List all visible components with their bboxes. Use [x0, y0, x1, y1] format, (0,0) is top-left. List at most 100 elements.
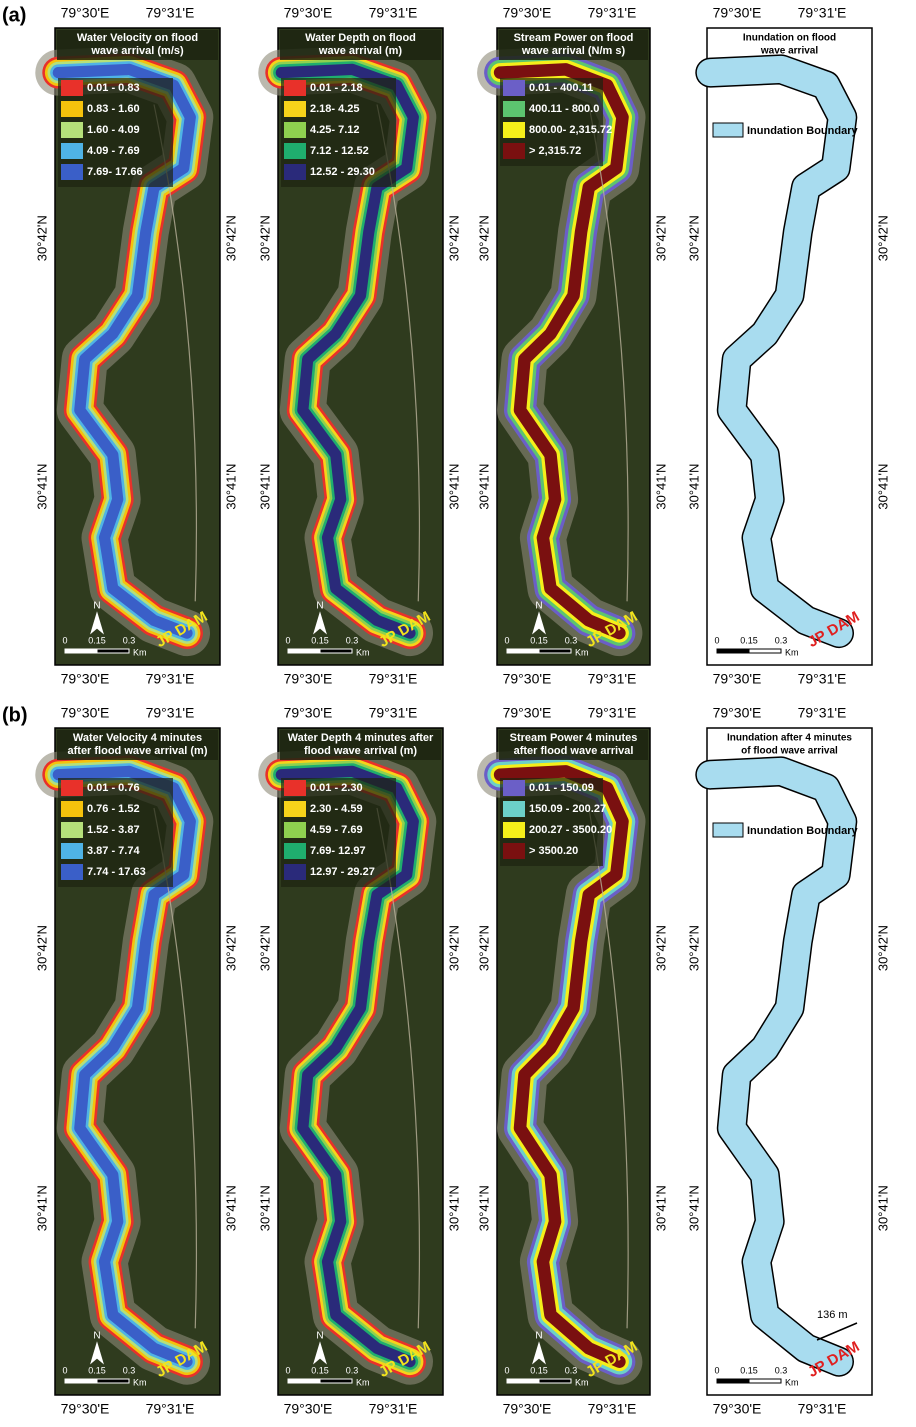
lat-label-right: 30°42'N	[223, 215, 238, 261]
north-label: N	[535, 1331, 542, 1342]
scale-label: 0	[62, 635, 67, 645]
scale-label: 0.15	[88, 635, 106, 645]
legend-label: 2.18- 4.25	[310, 103, 360, 115]
lat-label-right: 30°42'N	[446, 925, 461, 971]
scale-label: 0.3	[346, 1365, 359, 1375]
legend-swatch	[61, 780, 83, 796]
legend-label: 4.59 - 7.69	[310, 824, 363, 836]
legend-label: Inundation Boundary	[747, 825, 858, 837]
scale-label: 0.15	[311, 635, 329, 645]
lat-label-left: 30°42'N	[686, 215, 701, 261]
lat-label-left: 30°41'N	[476, 1185, 491, 1231]
legend-swatch	[61, 864, 83, 880]
lon-label-top: 79°30'E	[284, 705, 333, 721]
map-panel: Inundation after 4 minutesof flood wave …	[686, 705, 890, 1417]
lon-label-bottom: 79°30'E	[284, 1401, 333, 1417]
map-panel: Water Depth on floodwave arrival (m)0.01…	[257, 5, 461, 687]
legend-swatch	[713, 823, 743, 837]
scale-bar	[288, 649, 320, 653]
legend-label: 1.52 - 3.87	[87, 824, 140, 836]
scale-label: 0.15	[530, 1365, 548, 1375]
lon-label-bottom: 79°31'E	[369, 671, 418, 687]
lat-label-left: 30°42'N	[476, 215, 491, 261]
panel-title: after flood wave arrival	[514, 745, 634, 757]
lat-label-right: 30°41'N	[223, 464, 238, 510]
lat-label-right: 30°41'N	[223, 1185, 238, 1231]
legend-label: 200.27 - 3500.20	[529, 824, 612, 836]
scale-unit: Km	[785, 1377, 799, 1387]
legend-swatch	[61, 801, 83, 817]
lat-label-right: 30°42'N	[875, 925, 890, 971]
scale-label: 0	[62, 1365, 67, 1375]
lon-label-top: 79°31'E	[369, 5, 418, 21]
legend-label: 2.30 - 4.59	[310, 803, 363, 815]
legend-swatch	[503, 822, 525, 838]
lat-label-left: 30°42'N	[257, 215, 272, 261]
scale-bar	[539, 649, 571, 653]
panel-label: (b)	[2, 704, 28, 726]
scale-label: 0	[504, 1365, 509, 1375]
scale-label: 0.15	[740, 635, 758, 645]
panel-title: wave arrival (m)	[318, 45, 402, 57]
scale-label: 0.3	[775, 635, 788, 645]
legend-label: 12.52 - 29.30	[310, 166, 375, 178]
lon-label-bottom: 79°30'E	[713, 1401, 762, 1417]
legend-swatch	[503, 143, 525, 159]
legend-swatch	[61, 164, 83, 180]
lat-label-left: 30°42'N	[34, 925, 49, 971]
legend-swatch	[61, 80, 83, 96]
lat-label-right: 30°42'N	[446, 215, 461, 261]
scale-label: 0.15	[311, 1365, 329, 1375]
scale-label: 0.3	[775, 1365, 788, 1375]
lat-label-right: 30°41'N	[875, 464, 890, 510]
north-label: N	[93, 601, 100, 612]
scale-bar	[539, 1379, 571, 1383]
lon-label-top: 79°31'E	[798, 5, 847, 21]
legend-swatch	[284, 864, 306, 880]
legend-swatch	[61, 101, 83, 117]
scale-unit: Km	[356, 1377, 370, 1387]
legend-swatch	[503, 80, 525, 96]
panel-title: flood wave arrival (m)	[304, 745, 417, 757]
north-label: N	[316, 601, 323, 612]
legend-swatch	[503, 843, 525, 859]
scale-label: 0.15	[88, 1365, 106, 1375]
lat-label-right: 30°42'N	[653, 215, 668, 261]
legend-swatch	[61, 143, 83, 159]
scale-unit: Km	[356, 647, 370, 657]
scale-label: 0.3	[565, 635, 578, 645]
lon-label-bottom: 79°30'E	[713, 671, 762, 687]
legend-label: 7.12 - 12.52	[310, 145, 369, 157]
scale-label: 0.15	[530, 635, 548, 645]
lat-label-left: 30°42'N	[476, 925, 491, 971]
scale-unit: Km	[785, 647, 799, 657]
lon-label-bottom: 79°30'E	[61, 671, 110, 687]
lon-label-bottom: 79°31'E	[588, 1401, 637, 1417]
lon-label-top: 79°30'E	[503, 5, 552, 21]
panel-title: Inundation on flood	[743, 33, 836, 44]
panel-title: Inundation after 4 minutes	[727, 733, 852, 744]
legend-label: 0.01 - 2.30	[310, 782, 363, 794]
scale-bar	[717, 649, 749, 653]
lat-label-left: 30°41'N	[476, 464, 491, 510]
panel-title: wave arrival (N/m s)	[521, 45, 626, 57]
legend-label: 0.01 - 0.83	[87, 82, 140, 94]
page: (a)Water Velocity on floodwave arrival (…	[0, 0, 916, 1422]
lon-label-top: 79°30'E	[713, 705, 762, 721]
lat-label-right: 30°41'N	[653, 1185, 668, 1231]
scale-bar	[749, 1379, 781, 1383]
legend-label: > 3500.20	[529, 845, 578, 857]
lon-label-bottom: 79°30'E	[61, 1401, 110, 1417]
scale-bar	[749, 649, 781, 653]
scale-bar	[320, 1379, 352, 1383]
scale-bar	[320, 649, 352, 653]
legend-label: 0.01 - 2.18	[310, 82, 363, 94]
lon-label-top: 79°30'E	[284, 5, 333, 21]
lon-label-bottom: 79°31'E	[798, 1401, 847, 1417]
legend-swatch	[61, 822, 83, 838]
lon-label-top: 79°31'E	[798, 705, 847, 721]
